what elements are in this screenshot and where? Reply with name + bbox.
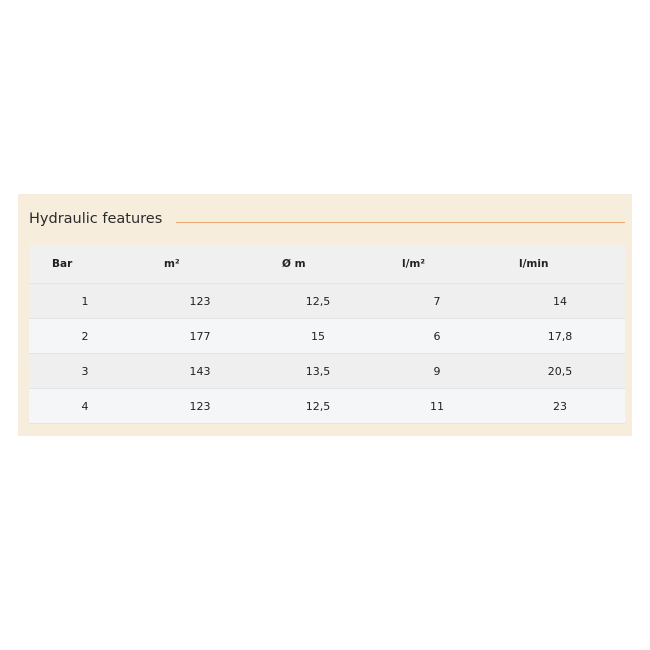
cell-l-per-min: 20,5 <box>547 364 573 378</box>
cell-l-per-m2: 7 <box>433 294 441 308</box>
cell-area: 143 <box>189 364 211 378</box>
cell-l-per-m2: 11 <box>430 399 444 413</box>
cell-diameter: 12,5 <box>305 294 331 308</box>
cell-area: 177 <box>189 329 211 343</box>
table-row: 1 123 12,5 7 14 <box>29 284 625 319</box>
section-title: Hydraulic features <box>29 211 163 227</box>
cell-bar: 2 <box>81 329 89 343</box>
title-divider <box>176 222 625 223</box>
hydraulic-table: Bar m² Ø m l/m² l/min 1 123 12,5 7 14 2 … <box>29 245 625 424</box>
cell-l-per-m2: 9 <box>433 364 441 378</box>
table-header-row: Bar m² Ø m l/m² l/min <box>29 245 625 284</box>
cell-area: 123 <box>189 399 211 413</box>
cell-bar: 4 <box>81 399 89 413</box>
cell-l-per-min: 23 <box>553 399 567 413</box>
cell-diameter: 12,5 <box>305 399 331 413</box>
cell-bar: 1 <box>81 294 89 308</box>
header-bar: Bar <box>52 258 73 270</box>
cell-l-per-min: 14 <box>553 294 567 308</box>
table-row: 3 143 13,5 9 20,5 <box>29 354 625 389</box>
cell-diameter: 13,5 <box>305 364 331 378</box>
header-l-per-min: l/min <box>519 258 549 270</box>
cell-l-per-m2: 6 <box>433 329 441 343</box>
table-row: 4 123 12,5 11 23 <box>29 389 625 424</box>
cell-area: 123 <box>189 294 211 308</box>
header-l-per-m2: l/m² <box>402 258 425 270</box>
cell-bar: 3 <box>81 364 89 378</box>
hydraulic-features-panel: Hydraulic features Bar m² Ø m l/m² l/min… <box>18 194 632 436</box>
cell-l-per-min: 17,8 <box>547 329 573 343</box>
table-row: 2 177 15 6 17,8 <box>29 319 625 354</box>
header-diameter: Ø m <box>282 258 306 270</box>
header-area: m² <box>164 258 180 270</box>
cell-diameter: 15 <box>311 329 325 343</box>
